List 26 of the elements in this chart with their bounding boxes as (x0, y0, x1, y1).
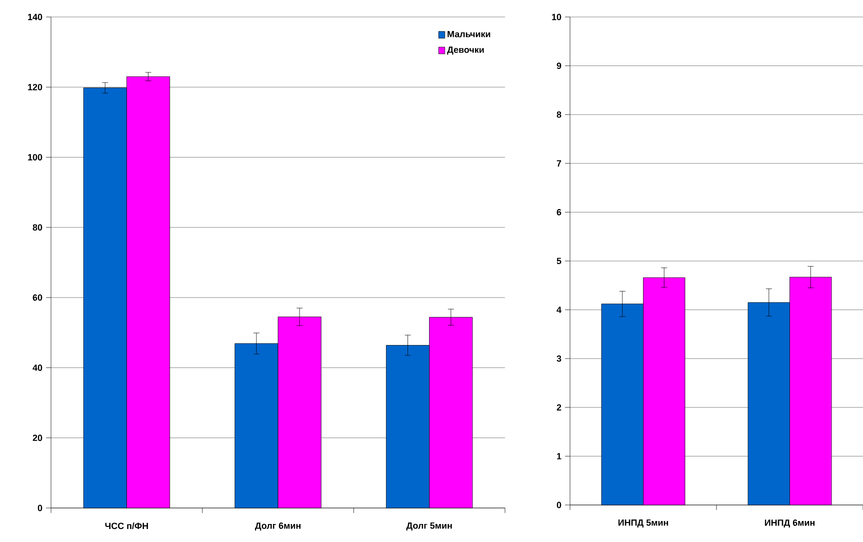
x-tick-label: ЧСС п/ФН (105, 522, 148, 530)
y-tick-label: 40 (32, 364, 42, 371)
y-tick-label: 140 (28, 14, 42, 20)
y-tick-label: 10 (552, 14, 562, 20)
y-tick-label: 1 (557, 453, 562, 460)
y-tick-label: 60 (32, 294, 42, 301)
x-tick-label: ИНПД 5мин (618, 520, 668, 528)
y-tick-label: 9 (556, 62, 562, 69)
y-tick-label: 7 (556, 160, 562, 166)
x-tick-label: Долг 5мин (406, 522, 452, 530)
y-tick-label: 5 (556, 258, 562, 264)
y-tick-label: 80 (32, 224, 42, 231)
x-tick-label: ИНПД 6мин (764, 520, 815, 528)
x-tick-label: Долг 6мин (254, 522, 300, 531)
y-tick-label: 2 (556, 404, 562, 411)
y-tick-label: 4 (556, 306, 562, 313)
y-tick-label: 6 (556, 209, 562, 216)
legend-label: Девочки (447, 46, 484, 55)
y-tick-label: 3 (556, 355, 562, 362)
y-tick-label: 120 (28, 84, 42, 90)
y-tick-label: 8 (556, 111, 562, 118)
y-tick-label: 0 (556, 502, 562, 508)
legend-label: Мальчики (448, 30, 490, 38)
y-tick-label: 20 (32, 434, 42, 442)
y-tick-label: 0 (38, 504, 42, 512)
y-tick-label: 100 (28, 154, 42, 160)
